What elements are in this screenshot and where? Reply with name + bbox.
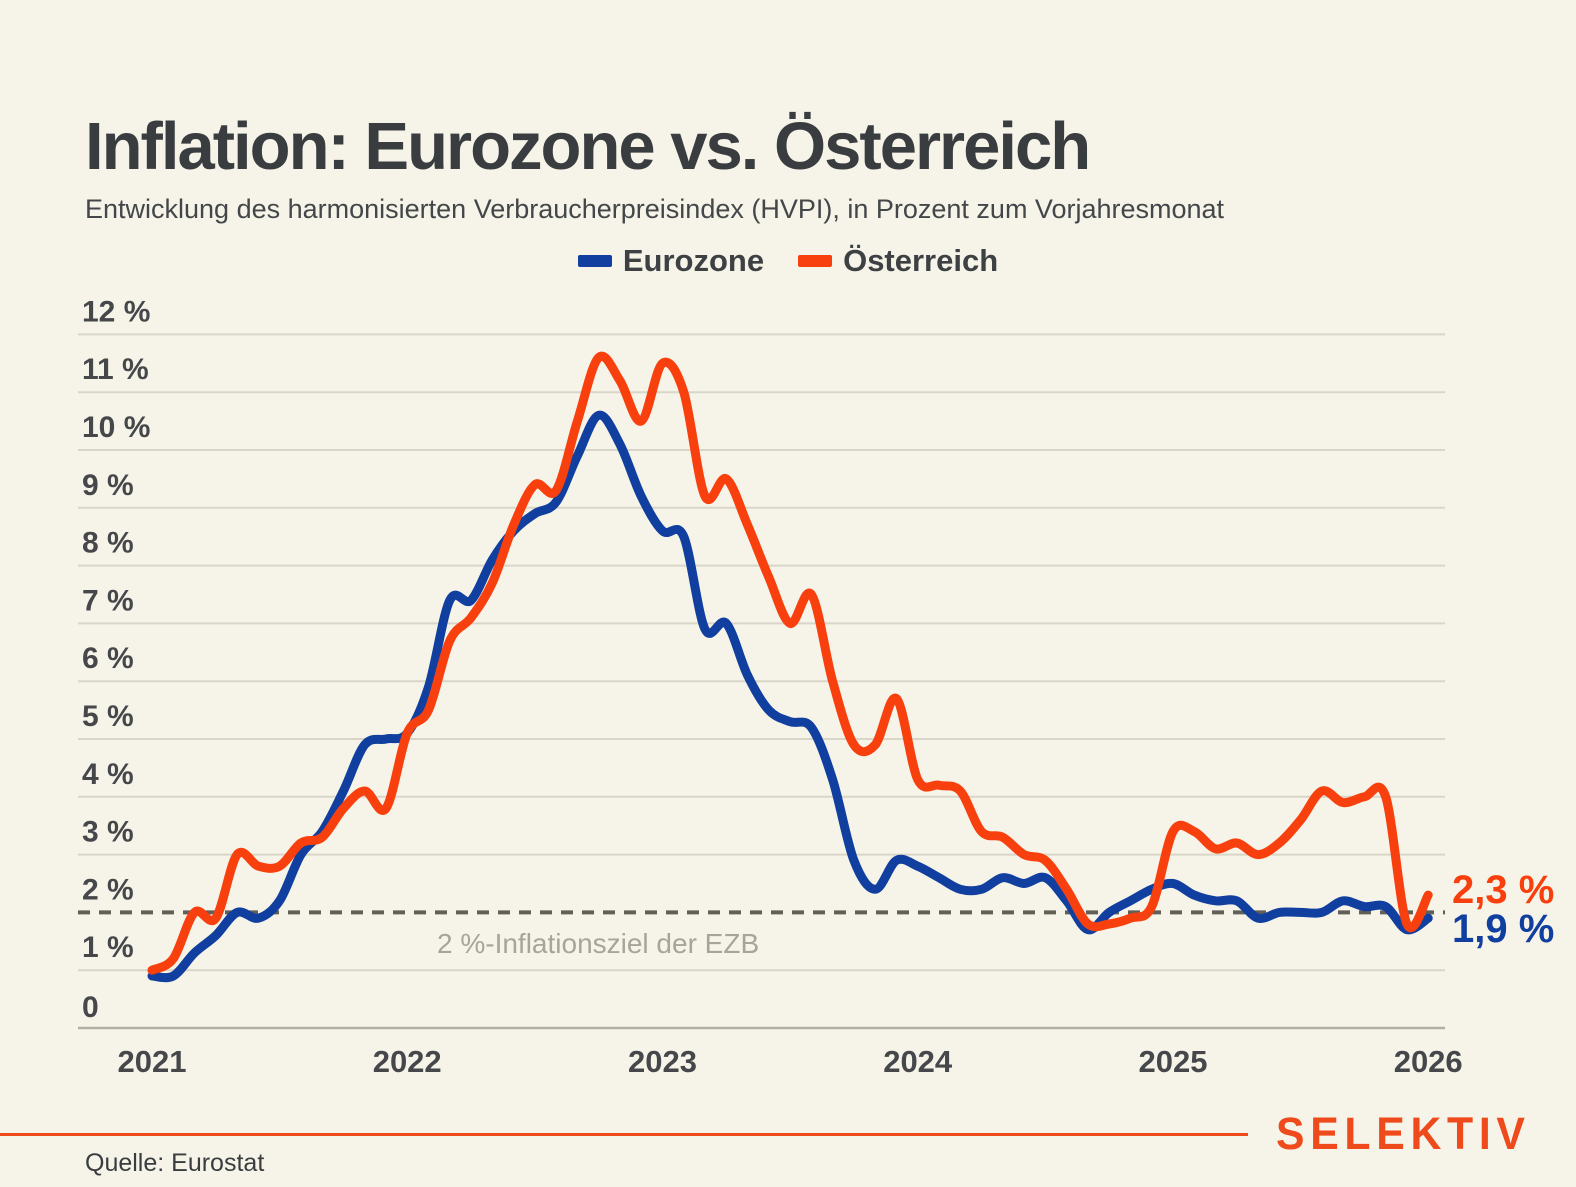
page-title: Inflation: Eurozone vs. Österreich [85,108,1091,184]
legend-item-eurozone: Eurozone [577,243,765,279]
end-value-label-austria: 2,3 % [1452,868,1554,912]
y-tick-label-5: 5 % [82,700,134,733]
x-tick-label-2025: 2025 [1139,1044,1208,1079]
source-note: Quelle: Eurostat [85,1149,265,1177]
y-tick-label-2: 2 % [82,873,134,906]
y-tick-label-4: 4 % [82,758,134,791]
y-tick-label-9: 9 % [82,469,134,502]
series-line-eurozone [147,410,1433,983]
y-tick-label-7: 7 % [82,584,134,617]
y-tick-label-11: 11 % [82,353,149,386]
y-tick-label-3: 3 % [82,816,134,849]
series-line-austria [147,351,1433,975]
end-value-label-eurozone: 1,9 % [1452,907,1554,951]
y-tick-label-6: 6 % [82,642,134,675]
footer-divider [0,1133,1248,1136]
y-tick-label-1: 1 % [82,931,134,964]
y-tick-label-12: 12 % [82,295,150,328]
x-tick-label-2022: 2022 [373,1044,442,1079]
eurozone-color-swatch [577,255,612,267]
austria-color-swatch [798,255,833,267]
ecb-target-label: 2 %-Inflationsziel der EZB [437,928,759,959]
page-subtitle: Entwicklung des harmonisierten Verbrauch… [85,194,1225,224]
y-tick-label-0: 0 [82,991,99,1024]
legend-label-eurozone: Eurozone [622,243,765,278]
x-tick-label-2023: 2023 [628,1044,697,1079]
legend-label-austria: Österreich [843,243,999,278]
legend-item-austria: Österreich [798,243,998,279]
x-tick-label-2021: 2021 [118,1044,187,1079]
brand-logo: SELEKTIV [1276,1108,1531,1159]
chart-legend: Eurozone Österreich [0,243,1576,279]
y-tick-label-8: 8 % [82,527,134,560]
x-tick-label-2026: 2026 [1394,1044,1463,1079]
y-tick-label-10: 10 % [82,411,150,444]
x-tick-label-2024: 2024 [883,1044,953,1079]
